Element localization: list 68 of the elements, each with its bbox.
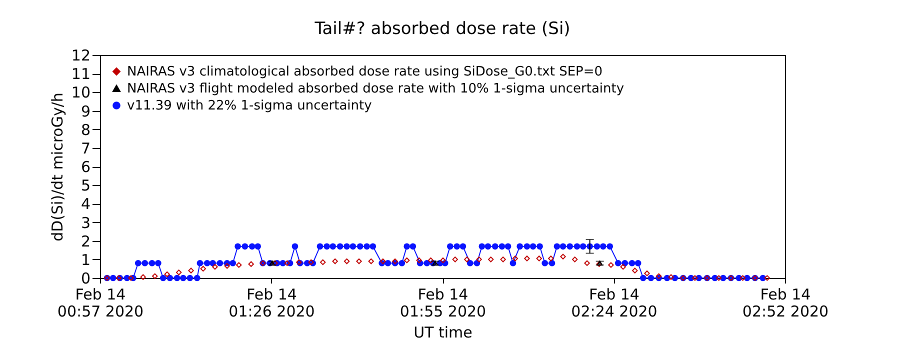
point — [692, 275, 698, 281]
y-tick-label: 0 — [80, 270, 90, 288]
y-tick-label: 4 — [80, 195, 90, 214]
y-tick-label: 3 — [80, 214, 90, 232]
y-tick-label: 8 — [80, 120, 90, 139]
point — [344, 258, 350, 264]
x-tick-label: Feb 14 01:26 2020 — [228, 286, 315, 320]
point — [608, 262, 614, 268]
y-tick-label: 5 — [80, 176, 90, 195]
x-tick-label: Feb 14 02:52 2020 — [742, 286, 829, 320]
point — [620, 264, 626, 270]
point — [440, 258, 446, 264]
point — [224, 263, 230, 269]
point — [320, 259, 326, 266]
point — [548, 256, 554, 262]
point — [464, 256, 470, 262]
point — [416, 258, 422, 264]
y-tick-label: 2 — [80, 232, 90, 250]
point — [524, 256, 530, 262]
point — [656, 273, 662, 279]
point — [164, 271, 170, 278]
point — [368, 258, 374, 264]
point — [356, 258, 362, 264]
x-tick-label: Feb 14 02:24 2020 — [571, 286, 658, 320]
y-tick-label: 1 — [80, 250, 90, 269]
chart-title: Tail#? absorbed dose rate (Si) — [314, 19, 570, 39]
x-axis-title: UT time — [414, 324, 472, 342]
y-tick-label: 6 — [80, 158, 90, 176]
legend-label: NAIRAS v3 flight modeled absorbed dose rate with 10% 1-sigma uncertainty — [127, 82, 624, 96]
y-tick-label: 7 — [80, 139, 90, 158]
point — [572, 256, 578, 262]
y-tick-label: 10 — [71, 84, 90, 102]
point — [188, 268, 194, 274]
point — [176, 270, 182, 276]
point — [248, 261, 254, 267]
point — [716, 275, 722, 281]
point — [128, 275, 134, 281]
point — [644, 270, 650, 276]
point — [236, 262, 242, 268]
point — [452, 256, 458, 262]
point — [284, 260, 290, 266]
x-tick-label: Feb 14 01:55 2020 — [400, 286, 486, 320]
point — [488, 256, 494, 262]
y-tick-label: 12 — [71, 46, 90, 64]
x-tick-label: Feb 14 00:57 2020 — [57, 286, 144, 320]
point — [512, 256, 518, 262]
point — [212, 264, 218, 270]
point — [428, 258, 434, 264]
point — [476, 256, 482, 262]
point — [404, 258, 410, 264]
point — [764, 275, 770, 281]
y-tick-label: 11 — [71, 65, 90, 84]
point — [536, 256, 542, 262]
legend-label: NAIRAS v3 climatological absorbed dose rate using SiDose_G0.txt SEP=0 — [127, 64, 603, 80]
point — [200, 266, 206, 272]
point — [500, 256, 506, 262]
point — [740, 275, 746, 281]
point — [584, 260, 590, 266]
y-axis-title: dD(Si)/dt microGy/h — [48, 92, 66, 242]
point — [560, 254, 566, 260]
point — [632, 268, 638, 274]
legend-label: v11.39 with 22% 1-sigma uncertainty — [127, 98, 372, 114]
point — [152, 273, 158, 279]
point — [272, 260, 278, 266]
y-tick-label: 9 — [80, 102, 90, 120]
point — [332, 258, 338, 264]
point — [668, 274, 674, 280]
point — [140, 274, 146, 280]
